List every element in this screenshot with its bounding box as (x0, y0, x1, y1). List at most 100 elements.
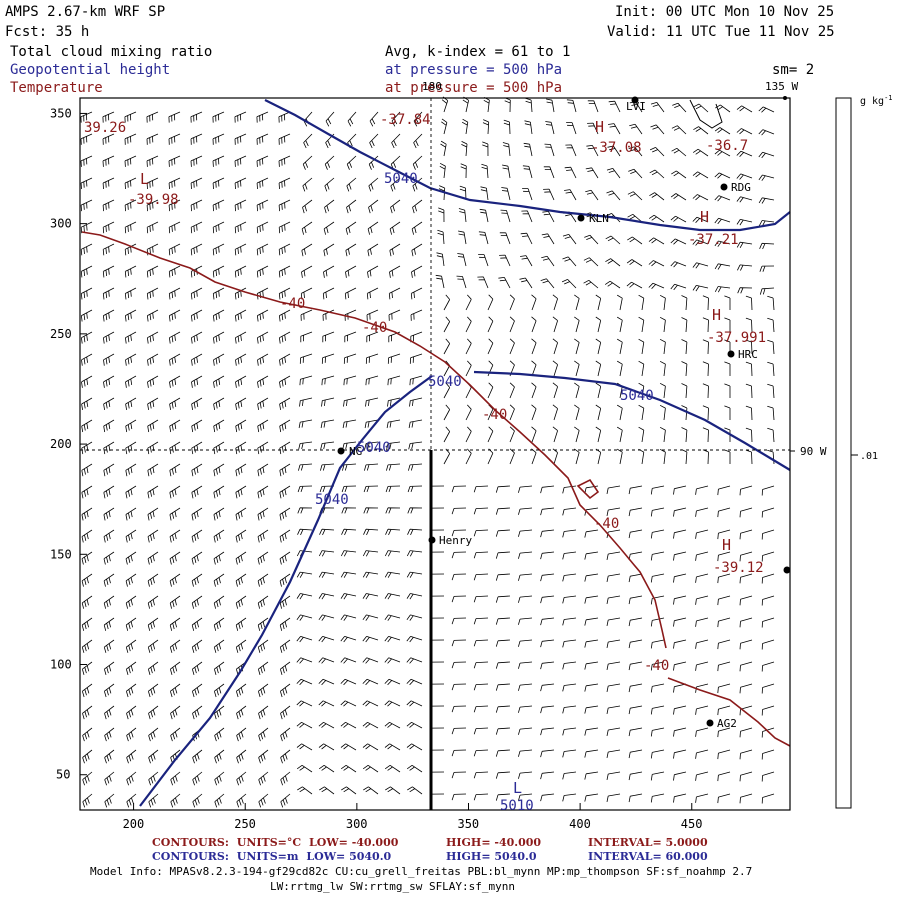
wind-barb (758, 174, 775, 181)
wind-barb (343, 353, 357, 364)
wind-barb (451, 793, 467, 801)
wind-barb (628, 771, 643, 781)
wind-barb (761, 683, 775, 694)
lon-label-right: 90 W (800, 445, 827, 458)
wind-barb (745, 361, 753, 377)
wind-barb (481, 163, 489, 179)
wind-barb (126, 683, 137, 698)
wind-barb (606, 661, 621, 670)
wind-barb (279, 375, 291, 388)
wind-barb (500, 209, 511, 223)
wind-barb (213, 507, 225, 521)
wind-barb (80, 265, 93, 278)
wind-barb (461, 141, 468, 157)
wind-barb (257, 617, 269, 631)
temp-label: -40 (362, 320, 387, 336)
wind-barb (628, 727, 643, 737)
wind-barb (318, 571, 335, 578)
wind-barb (714, 240, 731, 247)
wind-barb (126, 749, 137, 764)
wind-barb (606, 507, 621, 516)
wind-barb (552, 294, 558, 311)
wind-barb (761, 551, 775, 562)
wind-barb (212, 155, 225, 167)
wind-barb (628, 705, 643, 715)
wind-barb (759, 265, 775, 272)
temp-contour-info: CONTOURS: UNITS=°C LOW= -40.000 (152, 836, 398, 849)
wind-barb (540, 573, 555, 582)
wind-barb (170, 771, 181, 786)
wind-barb (584, 683, 599, 692)
wind-barb (650, 485, 665, 495)
wind-barb (724, 405, 731, 420)
wind-barb (406, 636, 423, 643)
wind-barb (323, 243, 335, 257)
wind-barb (736, 173, 753, 180)
height-contour-low: LOW= 5040.0 (306, 850, 392, 863)
wind-barb (502, 142, 511, 157)
wind-barb (543, 166, 555, 179)
wind-barb (477, 276, 489, 289)
wind-barb (80, 221, 93, 234)
wind-barb (297, 485, 313, 493)
wind-barb (345, 265, 357, 278)
wind-barb (391, 111, 401, 127)
wind-barb (214, 749, 225, 764)
wind-barb (495, 705, 511, 713)
wind-barb (745, 405, 753, 421)
wind-barb (531, 338, 537, 355)
wind-barb (190, 287, 203, 300)
wind-barb (362, 614, 379, 621)
wind-barb (628, 529, 643, 539)
wind-barb (81, 441, 93, 455)
y-tick-label: 200 (50, 437, 72, 451)
wind-barb (213, 551, 225, 565)
wind-barb (531, 316, 537, 333)
wind-barb (341, 786, 357, 795)
wind-barb (257, 639, 269, 653)
wind-barb (256, 111, 269, 123)
wind-barb (413, 111, 423, 127)
wind-barb (256, 199, 269, 212)
wind-barb (767, 339, 775, 355)
wind-barb (102, 177, 115, 190)
wind-barb (318, 550, 335, 557)
wind-barb (367, 243, 379, 257)
wind-barb (767, 361, 775, 377)
wind-barb (235, 595, 247, 609)
wind-barb (739, 705, 753, 716)
wind-barb (606, 617, 621, 626)
wind-barb (473, 507, 489, 515)
wind-barb (148, 683, 159, 698)
station-label-ng: NG (349, 445, 362, 458)
wind-barb (390, 199, 401, 214)
wind-barb (279, 463, 291, 477)
wind-barb (169, 463, 181, 477)
wind-barb (103, 551, 115, 565)
wind-barb (169, 617, 181, 631)
wind-barb (369, 133, 379, 149)
wind-barb (465, 294, 472, 311)
wind-barb (346, 177, 357, 192)
temp-contour-low: LOW= -40.000 (309, 836, 399, 849)
wind-barb (125, 507, 137, 521)
wind-barb (362, 657, 379, 664)
wind-barb (628, 485, 643, 495)
wind-barb (584, 771, 599, 780)
wind-barb (406, 700, 423, 707)
wind-barb (318, 764, 335, 773)
wind-barb (595, 382, 602, 399)
wind-barb (234, 133, 247, 145)
wind-barb (451, 749, 467, 757)
wind-barb (473, 749, 489, 757)
temp-contour-loop (576, 478, 600, 500)
wind-barb (385, 528, 401, 536)
wind-barb (412, 199, 423, 214)
wind-barb (673, 595, 687, 605)
wind-barb (717, 661, 731, 672)
wind-barb (191, 485, 203, 499)
wind-barb (606, 793, 621, 802)
wind-barb (102, 221, 115, 234)
wind-barb (234, 199, 247, 212)
wind-barb (606, 705, 621, 714)
